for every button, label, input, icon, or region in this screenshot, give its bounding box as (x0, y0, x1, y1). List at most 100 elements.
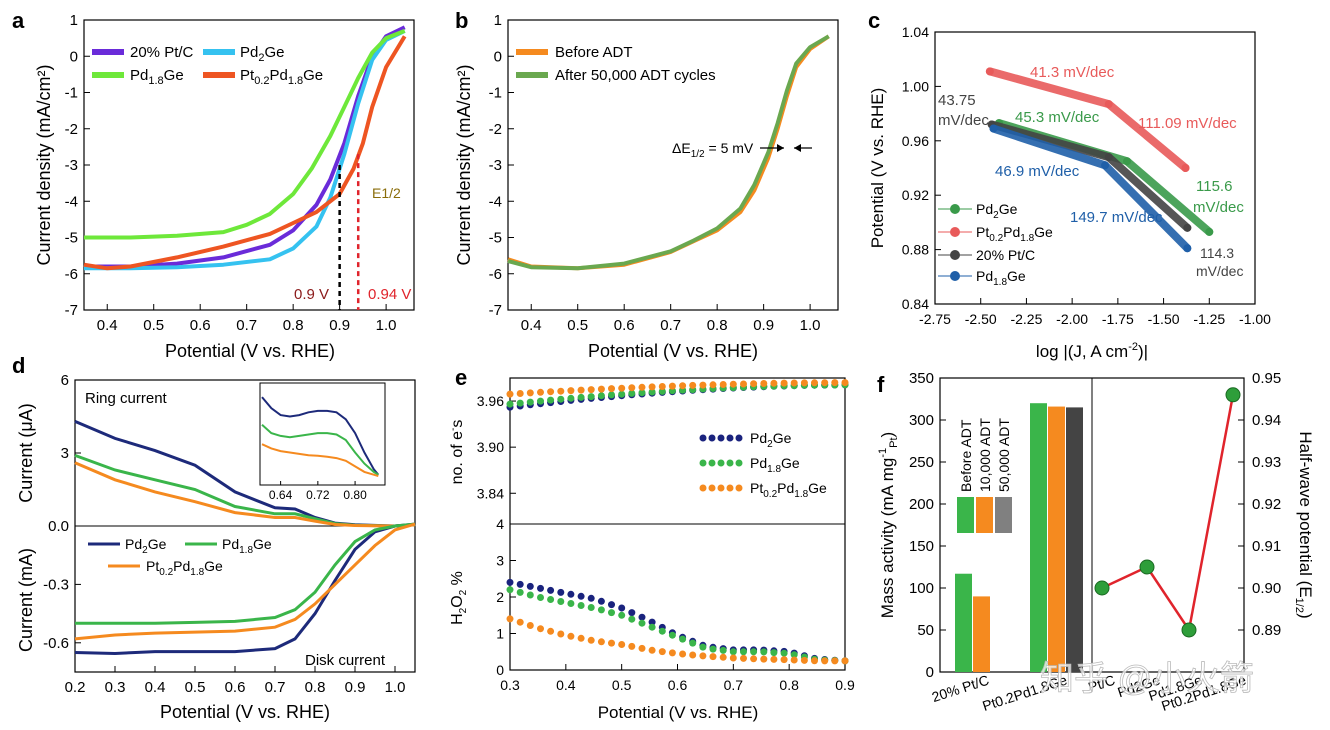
e-top-dot-1-8 (587, 393, 595, 401)
f-yl-ticklabel-5: 100 (909, 580, 934, 597)
e-top-dot-2-0 (506, 390, 514, 398)
d-yt-ticklabel-2: 0.0 (48, 518, 69, 535)
e-bot-dot-2-30 (811, 657, 818, 665)
b-y-ticklabel-1: 0 (494, 48, 502, 65)
e-top-dot-2-17 (679, 382, 687, 390)
d-yt-ticklabel-0: 6 (61, 372, 69, 389)
e-bot-dot-2-20 (709, 653, 717, 661)
d-disk-curve-0 (74, 522, 416, 656)
e-top-dot-1-4 (547, 396, 555, 404)
e-bot-dot-1-21 (719, 646, 727, 654)
e-x-ticklabel-5: 0.8 (779, 677, 799, 693)
b-x-ticklabel-3: 0.7 (660, 317, 681, 334)
e-top-dot-1-3 (537, 397, 544, 405)
panel-f-ylabel-right: Half-wave potential (E1/2) (1293, 431, 1315, 618)
f-bar-2-1 (1066, 407, 1083, 672)
panel-b-ylabel: Current density (mA/cm²) (454, 64, 474, 265)
e-top-dot-1-1 (516, 399, 524, 407)
e-yb-ticklabel-4: 0 (496, 662, 504, 678)
panel-b-legend: Before ADT After 50,000 ADT cycles (516, 44, 716, 84)
e-bot-dot-1-23 (740, 648, 747, 656)
e-top-dot-1-2 (526, 398, 534, 406)
c-slope-453: 45.3 mV/dec (1015, 109, 1100, 126)
e-top-dot-2-2 (526, 389, 534, 397)
d-legend-pd18: Pd1.8Ge (222, 536, 272, 556)
a-y-ticklabel-8: -7 (65, 302, 78, 319)
panel-d-ylabel-top: Current (μA) (16, 403, 36, 502)
e-top-dot-2-9 (597, 385, 605, 393)
panel-c-legend: Pd2Ge Pt0.2Pd1.8Ge 20% Pt/C Pd1.8Ge (938, 201, 1053, 288)
panel-c-label: c (868, 8, 880, 33)
e-bot-dot-1-15 (658, 627, 666, 635)
e-top-dot-2-16 (668, 382, 676, 390)
panel-c-y-ticks: 1.04 1.00 0.96 0.92 0.88 0.84 (902, 24, 941, 312)
d-ix-ticklabel-0: 0.64 (269, 488, 293, 502)
e-bot-dot-0-7 (577, 592, 585, 600)
b-x-ticklabel-0: 0.4 (521, 317, 542, 334)
c-point-2-2 (1183, 223, 1192, 232)
d-yb-ticklabel-0: -0.3 (43, 576, 69, 593)
f-bar-1-1 (1048, 406, 1065, 672)
a-y-ticklabel-0: 1 (70, 12, 78, 29)
e-yt-ticklabel-2: 3.84 (477, 485, 504, 501)
d-ix-ticklabel-1: 0.72 (306, 488, 330, 502)
panel-d-y-ticks: 6 3 0.0 -0.3 -0.6 (43, 372, 81, 652)
e-yb-ticklabel-2: 2 (496, 589, 504, 605)
a-x-ticklabel-5: 0.9 (329, 317, 350, 334)
c-point-2-1 (1104, 153, 1113, 162)
c-legend-dot-pt02 (950, 227, 960, 237)
e-bot-dot-1-14 (648, 623, 656, 631)
a-y-ticklabel-3: -2 (65, 121, 78, 138)
b-y-ticklabel-3: -2 (489, 121, 502, 138)
e-bot-dot-0-12 (628, 609, 636, 617)
f-legend-10k: 10,000 ADT (977, 418, 993, 492)
e-x-ticklabel-4: 0.7 (724, 677, 744, 693)
a-y-ticklabel-4: -3 (65, 157, 78, 174)
f-bar-0-1 (1030, 403, 1047, 672)
panel-a-y-ticks: 1 0 -1 -2 -3 -4 -5 -6 -7 (65, 12, 90, 319)
a-ehalf-label: E1/2 (372, 185, 401, 201)
e-top-dot-1-10 (608, 391, 615, 399)
a-v094-label: 0.94 V (368, 286, 411, 303)
e-bot-dot-1-8 (587, 604, 595, 611)
panel-a-xlabel: Potential (V vs. RHE) (165, 341, 335, 361)
d-x-ticklabel-7: 0.9 (345, 679, 366, 696)
e-bot-dot-2-0 (506, 615, 514, 623)
e-top-dot-1-15 (658, 387, 666, 395)
panel-e-xlabel: Potential (V vs. RHE) (598, 703, 759, 722)
panel-d-x-ticks: 0.2 0.3 0.4 0.5 0.6 0.7 0.8 0.9 1.0 (65, 666, 405, 696)
e-legend-pd18: Pd1.8Ge (750, 455, 800, 475)
f-bar-0-0 (955, 573, 972, 672)
e-bot-dot-2-10 (608, 639, 615, 647)
c-slope-1156: 115.6 (1196, 178, 1232, 195)
c-x-ticklabel-7: -1.00 (1239, 311, 1271, 327)
e-bot-dot-2-5 (557, 630, 565, 638)
c-slope-4375: 43.75 (938, 92, 976, 109)
e-legend-dots-pd18 (699, 459, 743, 467)
panel-d-curves (74, 420, 416, 656)
e-top-dot-2-22 (729, 380, 737, 388)
panel-e-x-ticks: 0.3 0.4 0.5 0.6 0.7 0.8 0.9 (500, 664, 855, 693)
e-bot-dot-0-2 (526, 582, 534, 590)
a-x-ticklabel-6: 1.0 (376, 317, 397, 334)
c-x-ticklabel-4: -1.75 (1102, 311, 1134, 327)
watermark: 知乎 @小火箭 (1040, 660, 1254, 698)
a-y-ticklabel-1: 0 (70, 48, 78, 65)
d-disk-curve-2 (74, 522, 416, 641)
e-top-dot-2-10 (608, 385, 615, 393)
e-bot-dot-2-1 (516, 618, 524, 626)
b-curve-1 (507, 34, 830, 271)
e-bot-dot-1-3 (537, 594, 544, 601)
f-legend-before: Before ADT (958, 419, 974, 492)
e-top-dot-1-9 (597, 392, 605, 400)
c-legend-pd2ge: Pd2Ge (976, 201, 1018, 221)
panel-a: a 1 0 -1 -2 -3 -4 -5 -6 -7 0.4 0.5 0.6 0.7 0.8 0.9 1.0… (12, 8, 415, 361)
e-bot-dot-1-11 (618, 611, 626, 619)
c-slope-469: 46.9 mV/dec (995, 163, 1080, 180)
e-bot-dot-2-22 (729, 654, 737, 662)
e-bot-dot-0-10 (608, 601, 615, 609)
c-y-ticklabel-0: 1.04 (902, 24, 929, 40)
e-top-dot-2-25 (760, 380, 768, 387)
b-arrowhead-right (794, 144, 801, 152)
